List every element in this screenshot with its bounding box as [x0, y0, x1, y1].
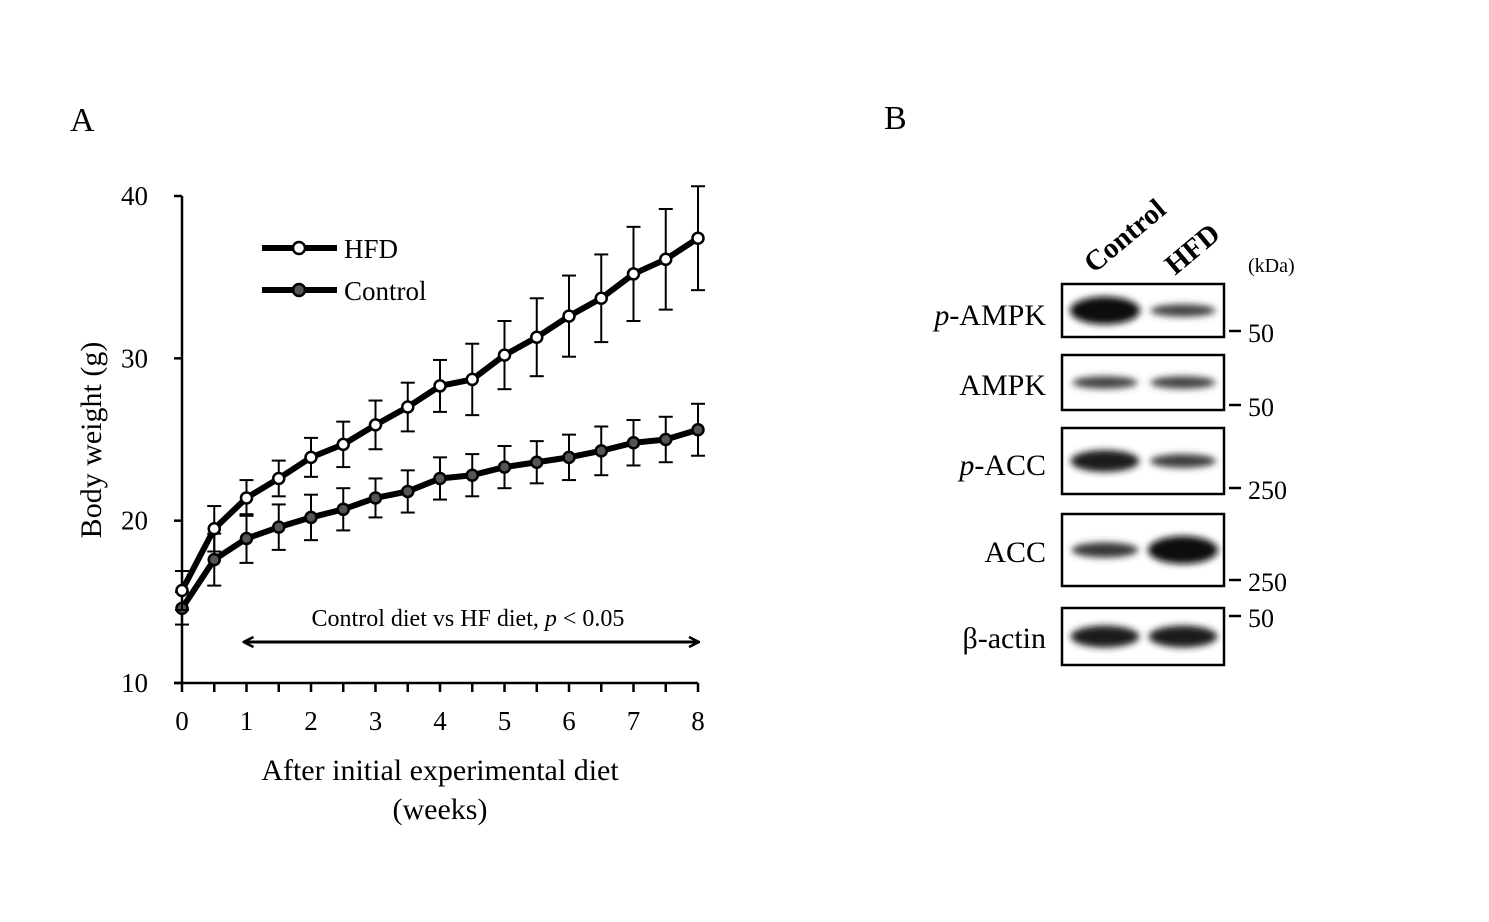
blot-band — [1072, 376, 1138, 389]
series-control — [175, 402, 705, 626]
x-tick-label: 8 — [691, 706, 705, 736]
y-axis-ticks: 10 20 30 40 — [121, 181, 182, 698]
panel-b-label: B — [884, 100, 907, 137]
y-tick-label: 10 — [121, 668, 148, 698]
data-point-control — [336, 502, 350, 517]
data-point-hfd — [497, 348, 512, 362]
data-point-hfd — [530, 330, 544, 344]
data-point-hfd — [207, 522, 221, 536]
blot-band — [1150, 454, 1216, 468]
data-point-control — [626, 435, 641, 450]
blot-row-actin: β-actin 50 — [962, 604, 1274, 667]
data-point-hfd — [465, 372, 479, 387]
data-point-hfd — [691, 231, 705, 245]
data-point-control — [239, 531, 254, 546]
blot-row-ampk-phospho: p-AMPK 50 — [932, 282, 1274, 348]
legend-label-control: Control — [344, 276, 427, 306]
legend-marker-control — [291, 282, 307, 298]
series-line-hfd — [179, 235, 700, 592]
blot-rows: p-AMPK 50 AMPK 50 p-ACC 250 ACC 250 β-actin 50 — [932, 282, 1287, 667]
blot-band — [1070, 296, 1140, 325]
blot-row-acc-phospho: p-ACC 250 — [957, 426, 1287, 505]
data-point-control — [401, 484, 415, 499]
blot-protein-label: β-actin — [962, 622, 1046, 655]
x-tick-label: 5 — [498, 706, 512, 736]
data-point-control — [691, 423, 705, 437]
body-weight-chart: 10 20 30 40 0 1 2 3 4 5 6 7 8 Body weight (g) After… — [75, 181, 705, 826]
data-point-hfd — [659, 252, 673, 267]
mw-marker-label: 50 — [1248, 393, 1274, 422]
western-blot: Control HFD (kDa) p-AMPK 50 AMPK 50 p-ACC 250… — [932, 193, 1295, 667]
blot-protein-label: p-ACC — [957, 449, 1046, 482]
blot-band — [1148, 536, 1218, 564]
mw-marker-label: 50 — [1248, 319, 1274, 348]
x-axis-label-line2: (weeks) — [393, 793, 488, 826]
legend-marker-hfd — [291, 240, 307, 256]
data-point-hfd — [368, 418, 383, 432]
x-axis-ticks: 0 1 2 3 4 5 6 7 8 — [175, 683, 705, 736]
data-point-hfd — [272, 471, 286, 486]
y-tick-label: 20 — [121, 506, 148, 536]
y-tick-label: 40 — [121, 181, 148, 211]
x-tick-label: 2 — [304, 706, 318, 736]
legend: HFD Control — [262, 234, 427, 306]
data-point-hfd — [175, 583, 189, 598]
data-point-hfd — [304, 450, 318, 465]
data-point-hfd — [594, 291, 608, 306]
data-point-control — [659, 432, 673, 447]
blot-protein-label: AMPK — [959, 369, 1046, 402]
blot-band — [1148, 625, 1218, 648]
mw-marker-label: 50 — [1248, 604, 1274, 633]
data-point-control — [530, 455, 544, 469]
panel-a-label: A — [70, 102, 95, 139]
blot-band — [1070, 450, 1140, 472]
data-point-control — [594, 444, 608, 458]
x-tick-label: 7 — [627, 706, 641, 736]
x-tick-label: 6 — [562, 706, 576, 736]
x-tick-label: 1 — [240, 706, 254, 736]
y-axis-label: Body weight (g) — [75, 342, 108, 539]
x-tick-label: 4 — [433, 706, 447, 736]
blot-band — [1150, 304, 1216, 317]
data-point-hfd — [401, 400, 415, 414]
blot-row-acc: ACC 250 — [984, 512, 1287, 597]
data-point-hfd — [239, 491, 254, 505]
data-point-hfd — [336, 437, 350, 452]
data-point-hfd — [626, 267, 641, 281]
lane-label-hfd: HFD — [1159, 217, 1226, 281]
data-point-control — [465, 468, 479, 482]
blot-row-ampk: AMPK 50 — [959, 353, 1274, 422]
kda-unit-label: (kDa) — [1248, 255, 1295, 277]
data-point-control — [497, 460, 512, 474]
lane-label-control: Control — [1078, 193, 1172, 279]
x-axis-label-line1: After initial experimental diet — [261, 754, 619, 787]
legend-label-hfd: HFD — [344, 234, 398, 264]
series-hfd — [175, 185, 705, 611]
x-tick-label: 0 — [175, 706, 189, 736]
mw-marker-label: 250 — [1248, 568, 1287, 597]
data-point-control — [368, 491, 383, 505]
blot-band — [1070, 625, 1140, 648]
data-point-control — [272, 520, 286, 534]
blot-protein-label: p-AMPK — [932, 299, 1046, 332]
significance-annotation: Control diet vs HF diet, p < 0.05 — [312, 606, 625, 632]
data-point-control — [207, 552, 221, 567]
blot-band — [1150, 376, 1216, 389]
x-tick-label: 3 — [369, 706, 383, 736]
data-point-hfd — [562, 309, 576, 323]
series-layer — [175, 185, 705, 626]
mw-marker-label: 250 — [1248, 476, 1287, 505]
data-point-hfd — [433, 379, 447, 393]
data-point-control — [433, 471, 447, 486]
y-tick-label: 30 — [121, 343, 148, 373]
data-point-control — [562, 450, 576, 465]
blot-band — [1071, 542, 1139, 558]
data-point-control — [304, 510, 318, 525]
blot-protein-label: ACC — [984, 536, 1046, 569]
